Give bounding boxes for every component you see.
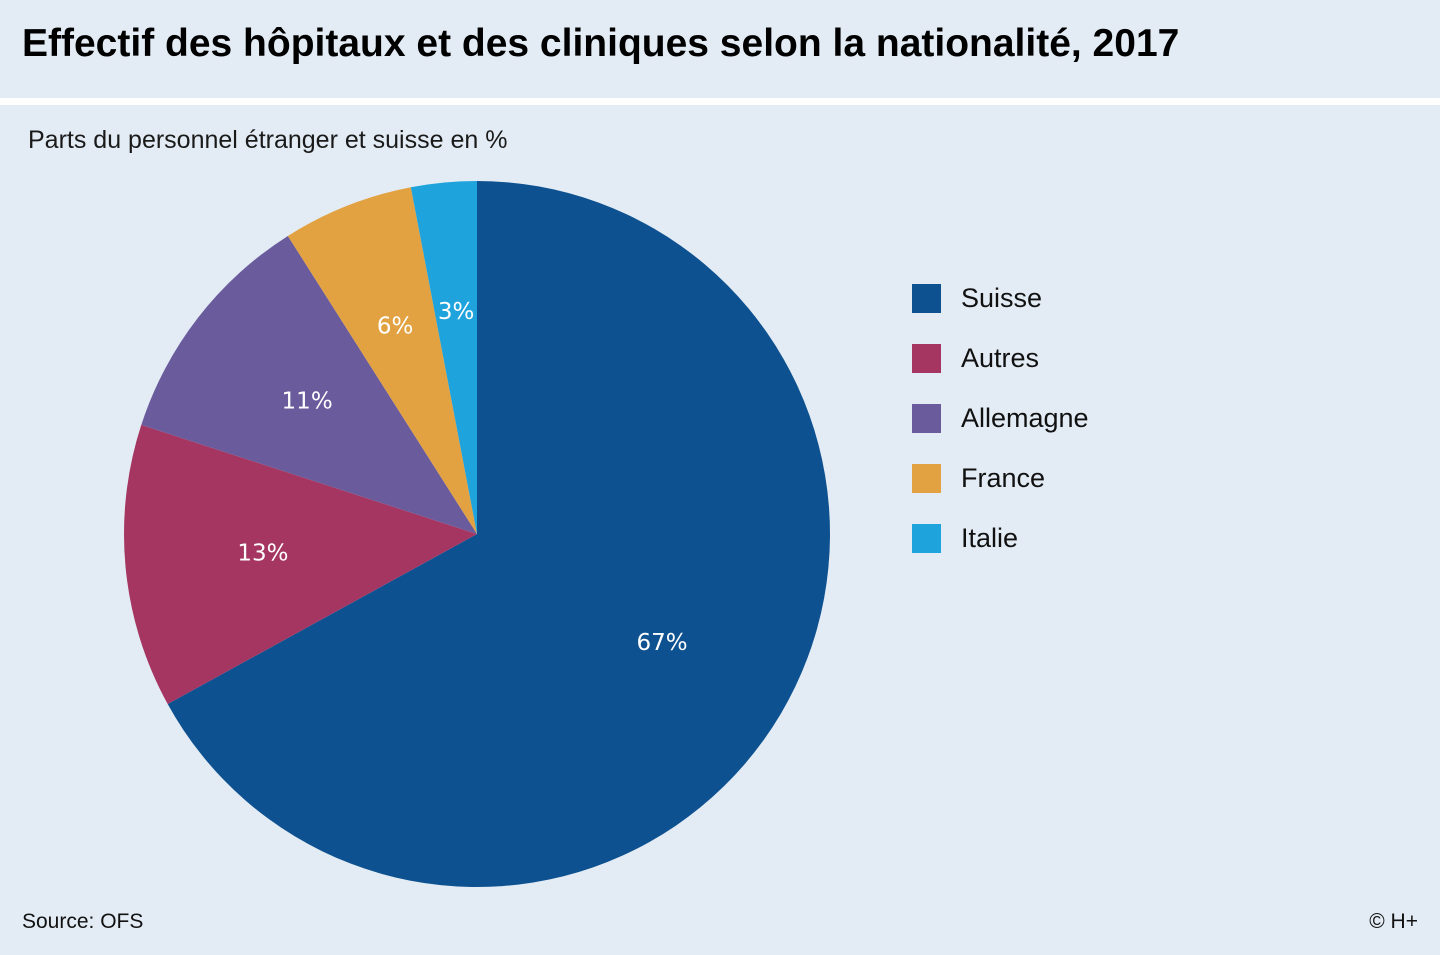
copyright-note: © H+ <box>1369 910 1418 933</box>
legend-label: Allemagne <box>961 402 1089 433</box>
legend-swatch <box>912 463 941 493</box>
legend-item-allemagne: Allemagne <box>912 388 1089 448</box>
chart-panel: Parts du personnel étranger et suisse en… <box>0 105 1440 955</box>
legend-label: Italie <box>961 522 1019 553</box>
chart-subtitle: Parts du personnel étranger et suisse en… <box>28 126 508 154</box>
legend-item-italie: Italie <box>912 508 1089 568</box>
chart-legend: Suisse Autres Allemagne France Italie <box>912 268 1089 568</box>
legend-swatch <box>912 283 941 313</box>
pie-label-suisse: 67% <box>636 630 687 656</box>
legend-swatch <box>912 403 941 433</box>
legend-item-autres: Autres <box>912 328 1089 388</box>
legend-label: Autres <box>961 342 1040 373</box>
pie-slice-allemagne <box>141 235 478 534</box>
pie-label-italie: 3% <box>438 299 475 325</box>
pie-chart: 67% 13% 11% 6% 3% <box>124 181 831 887</box>
legend-label: France <box>961 462 1046 493</box>
pie-label-autres: 13% <box>237 541 288 567</box>
chart-header: Effectif des hôpitaux et des cliniques s… <box>0 0 1440 98</box>
legend-swatch <box>912 523 941 553</box>
legend-swatch <box>912 343 941 373</box>
legend-label: Suisse <box>961 282 1043 313</box>
pie-slice-autres <box>124 424 477 705</box>
pie-slice-france <box>287 187 477 534</box>
legend-item-france: France <box>912 448 1089 508</box>
legend-item-suisse: Suisse <box>912 268 1089 328</box>
chart-title: Effectif des hôpitaux et des cliniques s… <box>22 22 1180 65</box>
pie-slice-italie <box>410 181 477 534</box>
pie-slice-suisse <box>167 181 831 887</box>
pie-label-france: 6% <box>377 314 414 340</box>
pie-label-allemagne: 11% <box>282 389 333 415</box>
source-note: Source: OFS <box>22 910 144 933</box>
